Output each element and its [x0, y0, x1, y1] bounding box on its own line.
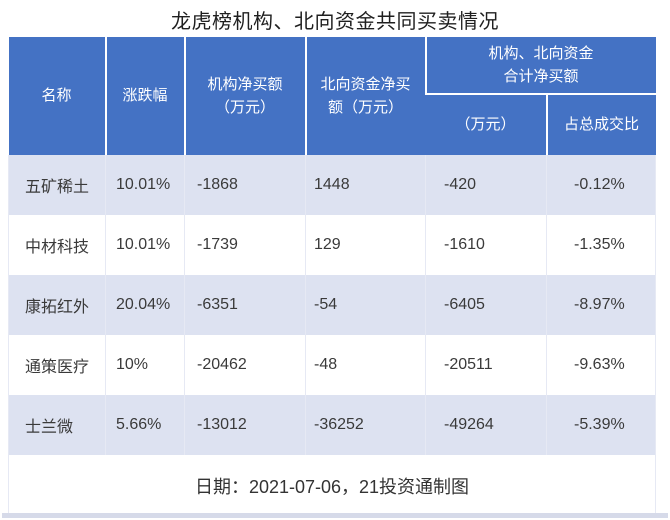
- cell-inst-net: -13012: [184, 395, 306, 455]
- cell-name: 士兰微: [8, 395, 106, 455]
- cell-inst-net: -20462: [184, 335, 306, 395]
- cell-north-net: -36252: [305, 395, 426, 455]
- cell-name: 五矿稀土: [8, 155, 106, 215]
- table-row: 士兰微 5.66% -13012 -36252 -49264 -5.39%: [8, 395, 657, 455]
- header-label: （万元）: [455, 116, 516, 134]
- cell-change: 5.66%: [105, 395, 185, 455]
- cell-ratio: -5.39%: [546, 395, 657, 455]
- cell-total-net: -20511: [425, 335, 547, 395]
- cell-inst-net: -1739: [184, 215, 306, 275]
- header-cell-inst-net: 机构净买额 （万元）: [183, 37, 306, 155]
- cell-change: 10.01%: [105, 215, 185, 275]
- cell-north-net: -54: [305, 275, 426, 335]
- header-label: （万元）: [214, 99, 275, 116]
- footer-note: 日期：2021-07-06，21投资通制图: [7, 455, 657, 517]
- cell-change: 20.04%: [105, 275, 185, 335]
- header-cell-name: 名称: [8, 37, 106, 155]
- header-cell-north-net: 北向资金净买 额（万元）: [304, 37, 426, 155]
- header-row-sub: （万元） 占总成交比: [9, 94, 656, 155]
- table-row: 五矿稀土 10.01% -1868 1448 -420 -0.12%: [8, 155, 657, 215]
- cell-name: 通策医疗: [8, 335, 106, 395]
- table-footer: 日期：2021-07-06，21投资通制图: [7, 455, 657, 517]
- cell-total-net: -49264: [425, 395, 547, 455]
- header-label: 名称: [41, 87, 72, 105]
- header-label: 涨跌幅: [122, 87, 168, 105]
- table-row: 中材科技 10.01% -1739 129 -1610 -1.35%: [8, 215, 657, 275]
- cell-total-net: -1610: [425, 215, 547, 275]
- header-label: 占总成交比: [564, 116, 640, 134]
- cell-total-net: -6405: [425, 275, 547, 335]
- cell-name: 中材科技: [8, 215, 106, 275]
- footer-row: 日期：2021-07-06，21投资通制图: [7, 455, 657, 517]
- cell-change: 10.01%: [105, 155, 185, 215]
- cell-ratio: -1.35%: [546, 215, 657, 275]
- data-table: 名称 涨跌幅 机构净买额 （万元） 北向资金净买 额（万元） 机构、北向资金: [7, 37, 657, 517]
- header-cell-group-unit: （万元）: [425, 94, 547, 155]
- cell-north-net: 129: [305, 215, 426, 275]
- header-label: 机构净买额: [207, 75, 283, 93]
- cell-change: 10%: [105, 335, 185, 395]
- table-header: 名称 涨跌幅 机构净买额 （万元） 北向资金净买 额（万元） 机构、北向资金: [8, 37, 656, 155]
- header-row-top: 名称 涨跌幅 机构净买额 （万元） 北向资金净买 额（万元） 机构、北向资金: [8, 37, 656, 155]
- cell-inst-net: -1868: [184, 155, 306, 215]
- header-label: 北向资金净买: [320, 75, 411, 93]
- cell-ratio: -0.12%: [546, 155, 657, 215]
- cell-north-net: -48: [305, 335, 426, 395]
- cell-north-net: 1448: [305, 155, 426, 215]
- cell-name: 康拓红外: [8, 275, 106, 335]
- header-cell-change: 涨跌幅: [104, 37, 185, 155]
- table-row: 康拓红外 20.04% -6351 -54 -6405 -8.97%: [8, 275, 657, 335]
- cell-total-net: -420: [425, 155, 547, 215]
- header-cell-group: 机构、北向资金 合计净买额: [424, 37, 656, 95]
- table-row: 通策医疗 10% -20462 -48 -20511 -9.63%: [8, 335, 657, 395]
- cell-inst-net: -6351: [184, 275, 306, 335]
- card-bottom-shadow: [2, 513, 668, 518]
- header-label: 机构、北向资金: [488, 44, 594, 62]
- table-body: 五矿稀土 10.01% -1868 1448 -420 -0.12% 中材科技 …: [8, 155, 657, 455]
- header-cell-group-ratio: 占总成交比: [545, 94, 656, 155]
- table-card: 名称 涨跌幅 机构净买额 （万元） 北向资金净买 额（万元） 机构、北向资金: [7, 37, 657, 517]
- cell-ratio: -9.63%: [546, 335, 657, 395]
- page-title: 龙虎榜机构、北向资金共同买卖情况: [171, 11, 499, 33]
- cell-ratio: -8.97%: [546, 275, 657, 335]
- header-label: 合计净买额: [503, 68, 579, 85]
- header-label: 额（万元）: [327, 99, 403, 116]
